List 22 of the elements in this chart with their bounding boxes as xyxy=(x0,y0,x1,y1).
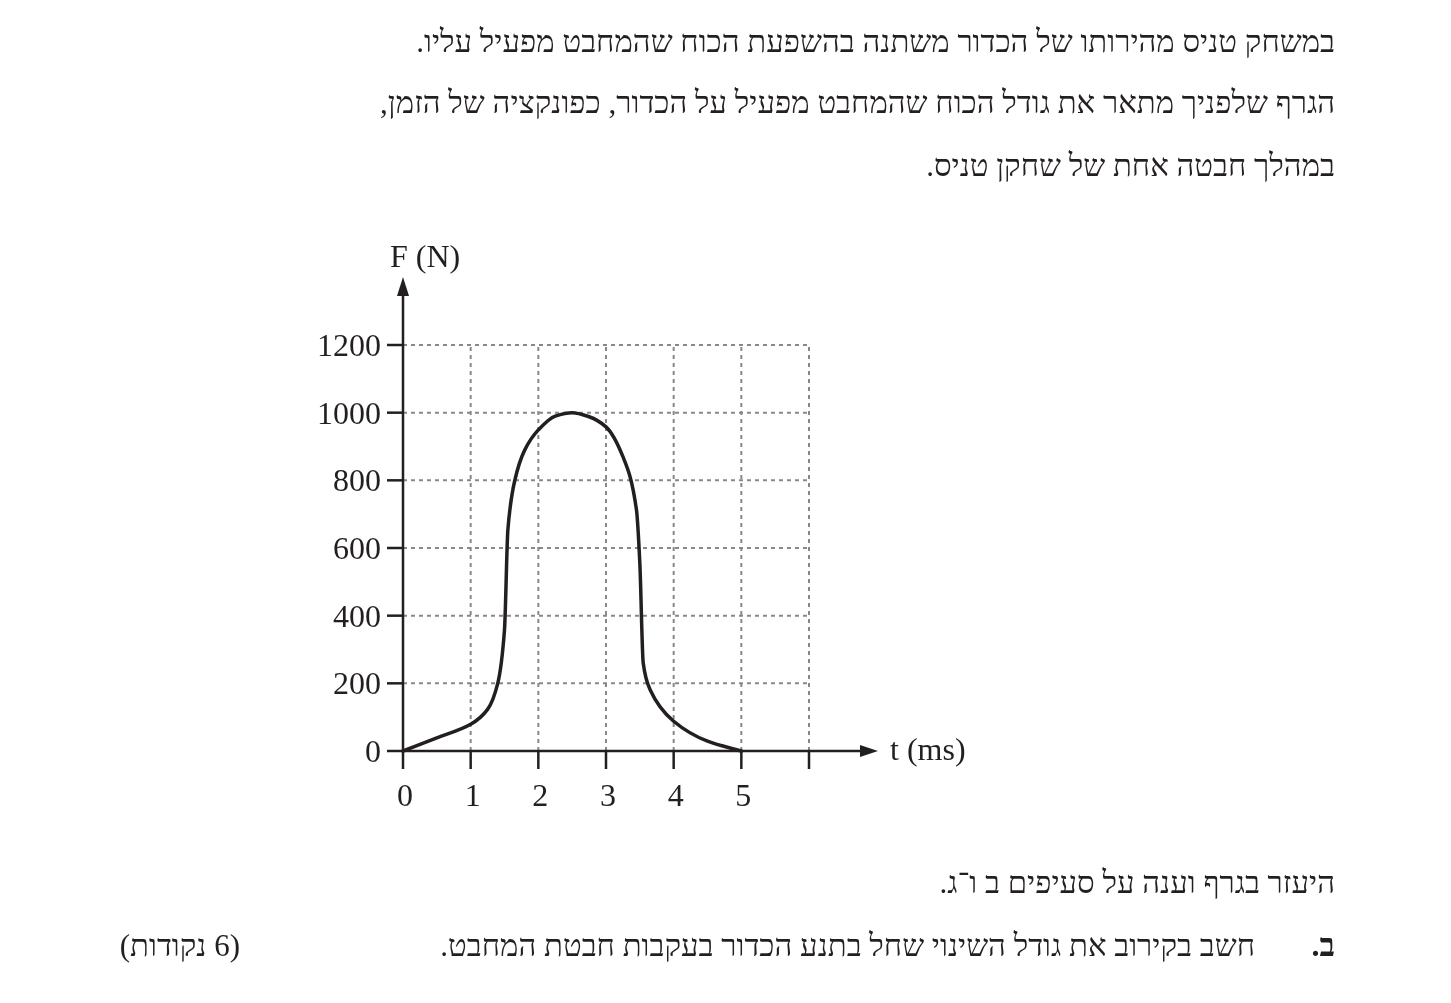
text: חשב בקירוב את גודל השינוי שחל בתנע הכדור בעקבות חבטת המחבט. xyxy=(440,928,1255,963)
text: ב. xyxy=(1311,927,1335,963)
text: הגרף שלפניך מתאר את גודל הכוח שהמחבט מפעיל על הכדור, כפונקציה של הזמן, xyxy=(380,85,1335,120)
y-tick-label: 600 xyxy=(333,530,381,566)
y-tick-label: 1200 xyxy=(317,327,381,363)
y-axis-title: F (N) xyxy=(390,238,461,274)
x-axis-title: t (ms) xyxy=(890,731,966,767)
text: במשחק טניס מהירותו של הכדור משתנה בהשפעת הכוח שהמחבט מפעיל עליו. xyxy=(416,24,1335,59)
y-tick-label: 800 xyxy=(333,462,381,499)
x-tick-label: 4 xyxy=(667,777,684,813)
y-tick-label: 200 xyxy=(333,665,381,702)
x-tick-label: 0 xyxy=(397,777,413,813)
y-tick-label: 0 xyxy=(365,733,381,769)
x-tick-label: 1 xyxy=(464,777,481,813)
x-tick-label: 5 xyxy=(735,777,752,813)
x-tick-label: 2 xyxy=(532,777,549,813)
y-tick-label: 400 xyxy=(333,597,381,634)
text: (6 נקודות) xyxy=(119,928,240,963)
text: היעזר בגרף וענה על סעיפים ב ו־ג. xyxy=(939,865,1335,900)
x-tick-label: 3 xyxy=(600,777,616,813)
text: במהלך חבטה אחת של שחקן טניס. xyxy=(926,148,1335,183)
y-tick-label: 1000 xyxy=(317,394,381,431)
